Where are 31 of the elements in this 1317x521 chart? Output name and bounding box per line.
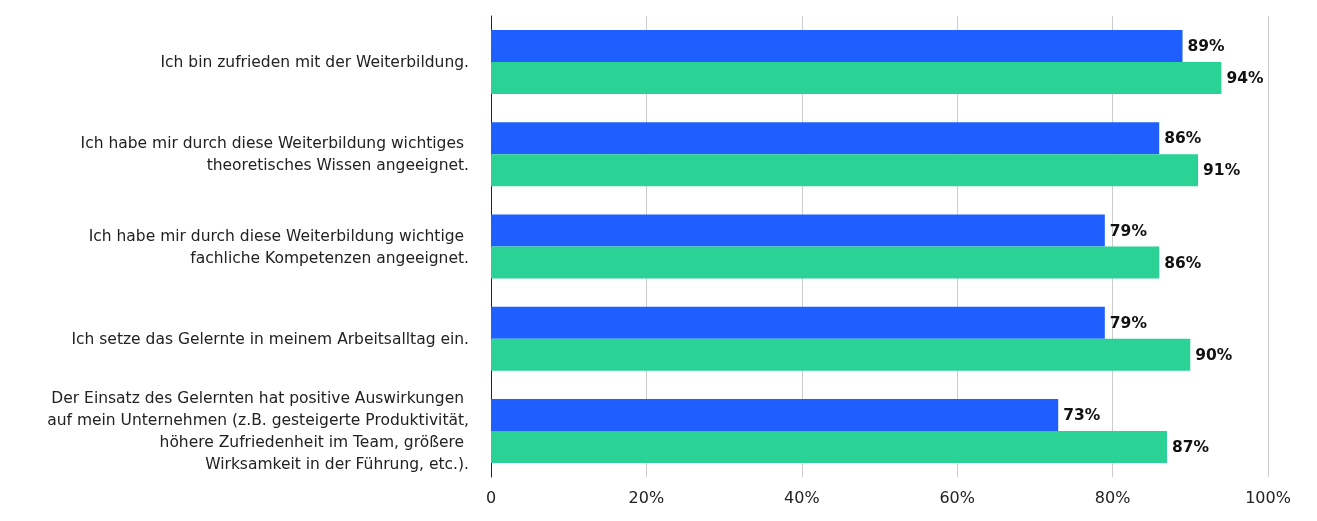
data-label: 73% <box>1063 405 1101 424</box>
data-label: 87% <box>1171 437 1210 456</box>
data-label: 86% <box>1164 129 1202 148</box>
y-tick-label: Der Einsatz des Gelernten hat positive Auswirkungen auf mein Unternehmen (z.B. gesteigerte Produktivität, höhere Zufriedenheit im Team, größere Wirksamkeit in der Führung, etc.). <box>47 388 469 473</box>
bar <box>491 122 1160 155</box>
x-tick-label: 100% <box>1245 487 1291 507</box>
x-tick-label: 0 <box>485 487 497 507</box>
bar <box>491 62 1222 95</box>
y-tick-label: Ich habe mir durch diese Weiterbildung wichtige fachliche Kompetenzen angeeignet. <box>88 226 469 267</box>
y-tick-label: Ich habe mir durch diese Weiterbildung wichtiges theoretisches Wissen angeeignet. <box>80 134 469 175</box>
data-label: 90% <box>1195 345 1233 364</box>
y-tick-label: Ich bin zufrieden mit der Weiterbildung. <box>160 53 469 72</box>
bar <box>491 306 1105 339</box>
y-tick-label: Ich setze das Gelernte in meinem Arbeitsalltag ein. <box>71 329 469 348</box>
bar <box>491 30 1183 63</box>
data-label: 86% <box>1164 253 1202 272</box>
bar <box>491 246 1160 279</box>
x-tick-label: 20% <box>628 487 665 507</box>
x-tick-label: 60% <box>939 487 975 507</box>
data-label: 79% <box>1109 313 1148 332</box>
data-label: 94% <box>1226 69 1264 88</box>
data-label: 79% <box>1109 221 1148 240</box>
data-label: 89% <box>1187 37 1226 56</box>
bar <box>491 430 1167 463</box>
bar <box>491 154 1199 187</box>
bar <box>491 338 1191 371</box>
x-tick-label: 40% <box>784 487 820 507</box>
bar <box>491 214 1105 247</box>
data-label: 91% <box>1203 161 1241 180</box>
x-tick-label: 80% <box>1094 487 1131 507</box>
bar <box>491 398 1059 431</box>
